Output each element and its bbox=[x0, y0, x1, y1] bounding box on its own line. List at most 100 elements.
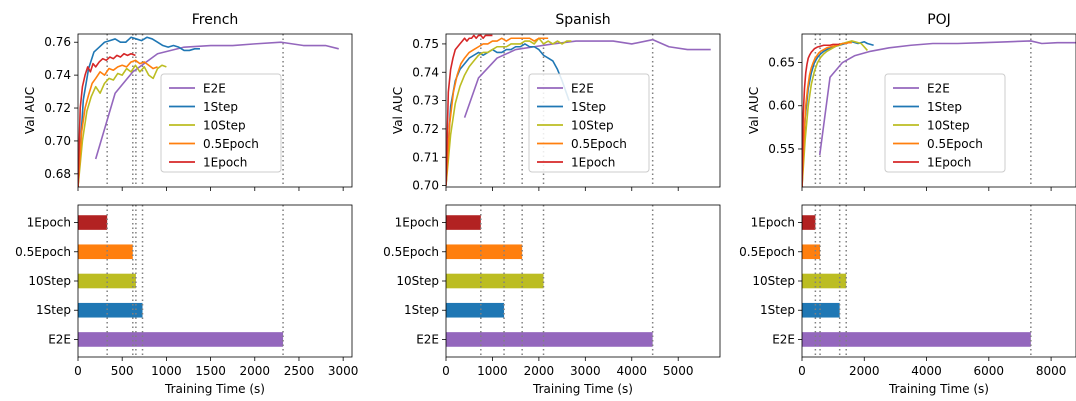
y-tick-label: 0.73 bbox=[412, 94, 439, 108]
x-tick-label: 1000 bbox=[151, 364, 182, 378]
line-chart-0: 0.68 0.70 0.72 0.74 0.76 French Val AUC E2E 1Ste… bbox=[23, 12, 353, 191]
x-axis-label: Training Time (s) bbox=[888, 382, 989, 396]
x-tick-label: 4000 bbox=[911, 364, 942, 378]
chart-title: Spanish bbox=[555, 12, 610, 28]
line-chart-2: 0.55 0.60 0.65 POJ Val AUC E2E 1Step 10Step 0.5E… bbox=[747, 12, 1076, 191]
y-tick-label: 0.71 bbox=[412, 150, 439, 164]
axes-frame bbox=[77, 33, 353, 188]
bar-1Step bbox=[78, 302, 143, 318]
legend-label: 0.5Epoch bbox=[927, 137, 983, 151]
legend-box bbox=[528, 73, 650, 173]
y-axis-label: Val AUC bbox=[747, 87, 761, 134]
x-axis-label: Training Time (s) bbox=[532, 382, 633, 396]
series-line-10Step bbox=[446, 37, 572, 186]
bar-0.5Epoch bbox=[446, 244, 523, 260]
x-tick-label: 3000 bbox=[328, 364, 359, 378]
bar-0.5Epoch bbox=[78, 244, 133, 260]
line-chart-1: 0.70 0.71 0.72 0.73 0.74 0.75 Spanish Val AUC E2… bbox=[391, 12, 721, 193]
chart-title: French bbox=[192, 12, 239, 28]
bar-1Step bbox=[802, 302, 840, 318]
chart-title: POJ bbox=[927, 12, 951, 28]
y-tick-label: 0.65 bbox=[768, 56, 795, 70]
y-tick-label: 0.75 bbox=[412, 37, 439, 51]
series-line-10Step bbox=[78, 64, 167, 187]
series-line-E2E bbox=[463, 38, 711, 118]
category-label: 10Step bbox=[752, 274, 795, 288]
bar-1Epoch bbox=[78, 215, 108, 230]
category-label: 10Step bbox=[28, 274, 71, 288]
legend-label: 1Step bbox=[203, 100, 238, 114]
y-tick-label: 0.70 bbox=[44, 134, 71, 148]
series-line-1Step bbox=[78, 36, 200, 187]
bar-10Step bbox=[78, 273, 136, 289]
bar-1Epoch bbox=[446, 215, 481, 230]
legend-label: 1Epoch bbox=[927, 156, 971, 170]
series-line-1Epoch bbox=[78, 52, 136, 187]
category-label: 1Epoch bbox=[27, 216, 71, 230]
axes-frame bbox=[445, 33, 721, 188]
legend-label: 1Epoch bbox=[203, 156, 247, 170]
legend-box bbox=[884, 73, 1006, 173]
legend-label: 10Step bbox=[571, 119, 614, 133]
category-label: 1Step bbox=[760, 303, 795, 317]
legend-label: 1Epoch bbox=[571, 156, 615, 170]
bar-10Step bbox=[446, 273, 544, 289]
y-tick-label: 0.72 bbox=[412, 122, 439, 136]
x-tick-label: 2000 bbox=[240, 364, 271, 378]
bar-0.5Epoch bbox=[802, 244, 821, 260]
y-axis-label: Val AUC bbox=[391, 87, 405, 134]
y-tick-label: 0.55 bbox=[768, 142, 795, 156]
bar-10Step bbox=[802, 273, 847, 289]
y-tick-label: 0.72 bbox=[44, 101, 71, 115]
category-label: 1Epoch bbox=[395, 216, 439, 230]
legend-label: E2E bbox=[203, 82, 226, 96]
category-label: 0.5Epoch bbox=[383, 245, 439, 259]
series-line-0.5Epoch bbox=[78, 59, 158, 187]
x-tick-label: 2000 bbox=[524, 364, 555, 378]
x-tick-label: 0 bbox=[442, 364, 450, 378]
series-line-E2E bbox=[818, 40, 1076, 156]
x-tick-label: 4000 bbox=[616, 364, 647, 378]
bar-E2E bbox=[78, 332, 284, 347]
series-line-10Step bbox=[802, 40, 868, 187]
x-tick-label: 2500 bbox=[284, 364, 315, 378]
series-line-1Step bbox=[446, 43, 570, 186]
bar-E2E bbox=[446, 332, 653, 347]
legend-label: 1Step bbox=[927, 100, 962, 114]
x-tick-label: 6000 bbox=[974, 364, 1005, 378]
series-line-0.5Epoch bbox=[446, 37, 549, 186]
x-tick-label: 0 bbox=[74, 364, 82, 378]
x-tick-label: 8000 bbox=[1036, 364, 1067, 378]
bar-1Epoch bbox=[802, 215, 816, 230]
bar-chart-2: 1Epoch 0.5Epoch 10Step 1Step E2E 0 2000 4000 600… bbox=[739, 204, 1076, 396]
x-tick-label: 500 bbox=[111, 364, 134, 378]
y-tick-label: 0.70 bbox=[412, 179, 439, 193]
y-tick-label: 0.68 bbox=[44, 167, 71, 181]
x-tick-label: 5000 bbox=[663, 364, 694, 378]
category-label: 1Step bbox=[404, 303, 439, 317]
category-label: E2E bbox=[416, 332, 439, 346]
legend: E2E 1Step 10Step 0.5Epoch 1Epoch bbox=[160, 73, 282, 173]
x-axis-label: Training Time (s) bbox=[164, 382, 265, 396]
legend-box bbox=[160, 73, 282, 173]
series-line-1Epoch bbox=[802, 43, 840, 187]
series-line-E2E bbox=[94, 41, 339, 160]
category-label: 1Epoch bbox=[751, 216, 795, 230]
y-axis-label: Val AUC bbox=[23, 87, 37, 134]
category-label: 0.5Epoch bbox=[15, 245, 71, 259]
bar-1Step bbox=[446, 302, 505, 318]
x-tick-label: 1500 bbox=[195, 364, 226, 378]
legend-label: 10Step bbox=[203, 119, 246, 133]
legend-label: 0.5Epoch bbox=[203, 137, 259, 151]
legend: E2E 1Step 10Step 0.5Epoch 1Epoch bbox=[884, 73, 1006, 173]
bar-E2E bbox=[802, 332, 1031, 347]
legend-label: 10Step bbox=[927, 119, 970, 133]
legend-label: E2E bbox=[927, 82, 950, 96]
y-tick-label: 0.60 bbox=[768, 99, 795, 113]
category-label: 0.5Epoch bbox=[739, 245, 795, 259]
series-line-0.5Epoch bbox=[802, 41, 852, 187]
y-tick-label: 0.76 bbox=[44, 35, 71, 49]
series-line-1Epoch bbox=[446, 34, 493, 186]
category-label: E2E bbox=[48, 332, 71, 346]
